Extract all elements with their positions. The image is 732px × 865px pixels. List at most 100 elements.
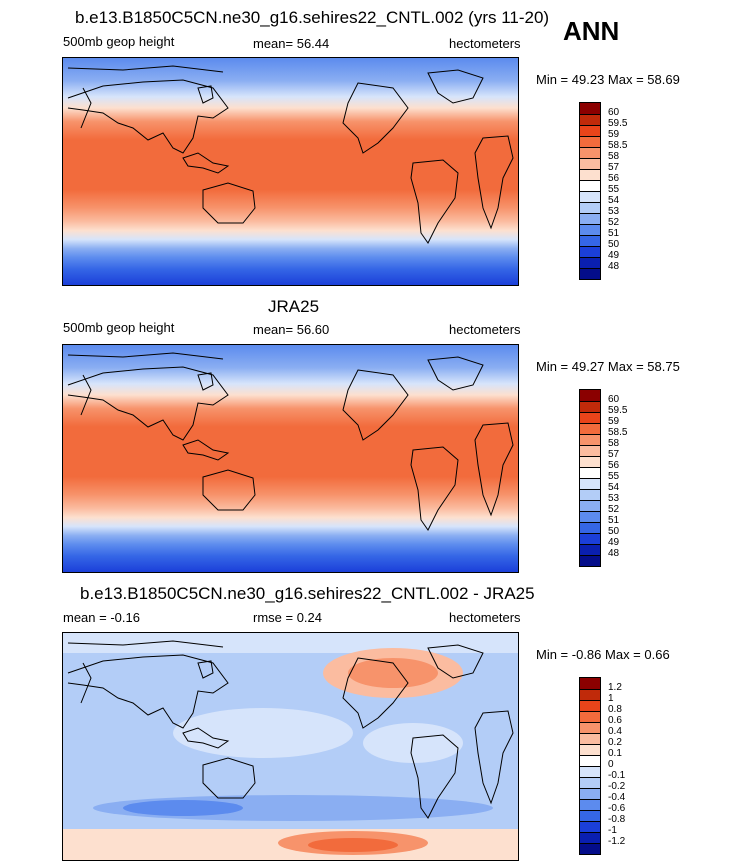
colorbar-tick-label: 51 xyxy=(608,228,620,239)
colorbar-tick-label: 52 xyxy=(608,504,620,515)
colorbar-box xyxy=(580,755,600,766)
panel-3-title: b.e13.B1850C5CN.ne30_g16.sehires22_CNTL.… xyxy=(80,584,535,603)
colorbar-tick-label: 58.5 xyxy=(608,427,628,438)
colorbar-tick-label: 58.5 xyxy=(608,140,628,151)
colorbar-box xyxy=(580,766,600,777)
colorbar-tick-label: 54 xyxy=(608,482,620,493)
colorbar-tick-label: 48 xyxy=(608,261,620,272)
colorbar-tick-label: 53 xyxy=(608,206,620,217)
colorbar-tick-label: -0.4 xyxy=(608,792,626,803)
colorbar-tick-label: 0.6 xyxy=(608,715,622,726)
colorbar-box xyxy=(580,125,600,136)
colorbar-tick-label: 1 xyxy=(608,693,614,704)
colorbar-tick-label: 1.2 xyxy=(608,682,622,693)
colorbar-tick-label: 50 xyxy=(608,239,620,250)
colorbar-tick-label: 59.5 xyxy=(608,405,628,416)
panel-2-units-label: hectometers xyxy=(449,322,521,337)
colorbar-box xyxy=(580,423,600,434)
colorbar-tick-label: 55 xyxy=(608,471,620,482)
colorbar-box xyxy=(580,810,600,821)
panel-3-colorbar xyxy=(579,677,601,855)
colorbar-box xyxy=(580,180,600,191)
colorbar-box xyxy=(580,246,600,257)
colorbar-tick-label: 54 xyxy=(608,195,620,206)
panel-1-map xyxy=(62,57,519,286)
colorbar-box xyxy=(580,689,600,700)
colorbar-tick-label: 49 xyxy=(608,537,620,548)
colorbar-tick-label: 58 xyxy=(608,151,620,162)
colorbar-tick-label: 55 xyxy=(608,184,620,195)
colorbar-tick-label: 59.5 xyxy=(608,118,628,129)
colorbar-box xyxy=(580,700,600,711)
colorbar-box xyxy=(580,114,600,125)
panel-1-units-label: hectometers xyxy=(449,36,521,51)
colorbar-box xyxy=(580,843,600,854)
colorbar-tick-label: -0.6 xyxy=(608,803,626,814)
colorbar-tick-label: 0.8 xyxy=(608,704,622,715)
colorbar-box xyxy=(580,500,600,511)
colorbar-box xyxy=(580,832,600,843)
panel-1-colorbar xyxy=(579,102,601,280)
panel-1-contour-map xyxy=(63,58,518,285)
colorbar-tick-label: -0.2 xyxy=(608,781,626,792)
colorbar-box xyxy=(580,522,600,533)
colorbar-box xyxy=(580,257,600,268)
panel-3-minmax-label: Min = -0.86 Max = 0.66 xyxy=(536,647,670,662)
colorbar-box xyxy=(580,467,600,478)
colorbar-box xyxy=(580,799,600,810)
colorbar-tick-label: 48 xyxy=(608,548,620,559)
colorbar-tick-label: 58 xyxy=(608,438,620,449)
colorbar-tick-label: 51 xyxy=(608,515,620,526)
colorbar-box xyxy=(580,191,600,202)
colorbar-tick-label: 56 xyxy=(608,460,620,471)
colorbar-tick-label: -1 xyxy=(608,825,617,836)
colorbar-box xyxy=(580,224,600,235)
colorbar-box xyxy=(580,103,600,114)
colorbar-box xyxy=(580,202,600,213)
colorbar-tick-label: 59 xyxy=(608,129,620,140)
colorbar-box xyxy=(580,821,600,832)
panel-2-mean-label: mean= 56.60 xyxy=(253,322,330,337)
colorbar-tick-label: -0.8 xyxy=(608,814,626,825)
colorbar-box xyxy=(580,412,600,423)
colorbar-tick-label: 0 xyxy=(608,759,614,770)
colorbar-tick-label: -1.2 xyxy=(608,836,626,847)
colorbar-box xyxy=(580,158,600,169)
colorbar-box xyxy=(580,722,600,733)
panel-1-title: b.e13.B1850C5CN.ne30_g16.sehires22_CNTL.… xyxy=(75,8,550,27)
colorbar-box xyxy=(580,268,600,279)
panel-2-left-label: 500mb geop height xyxy=(63,320,175,335)
season-label: ANN xyxy=(563,16,620,46)
colorbar-box xyxy=(580,733,600,744)
colorbar-box xyxy=(580,788,600,799)
colorbar-box xyxy=(580,744,600,755)
colorbar-box xyxy=(580,533,600,544)
colorbar-box xyxy=(580,390,600,401)
panel-3-rmse-label: rmse = 0.24 xyxy=(253,610,323,625)
panel-1-mean-label: mean= 56.44 xyxy=(253,36,330,51)
colorbar-tick-label: 52 xyxy=(608,217,620,228)
colorbar-box xyxy=(580,777,600,788)
panel-2-colorbar xyxy=(579,389,601,567)
panel-2-title: JRA25 xyxy=(268,297,320,316)
panel-2-map xyxy=(62,344,519,573)
colorbar-tick-label: 49 xyxy=(608,250,620,261)
colorbar-tick-label: 57 xyxy=(608,162,620,173)
colorbar-box xyxy=(580,711,600,722)
panel-1-left-label: 500mb geop height xyxy=(63,34,175,49)
colorbar-box xyxy=(580,401,600,412)
colorbar-box xyxy=(580,434,600,445)
colorbar-box xyxy=(580,169,600,180)
colorbar-box xyxy=(580,489,600,500)
colorbar-tick-label: 0.4 xyxy=(608,726,622,737)
colorbar-box xyxy=(580,555,600,566)
colorbar-tick-label: 0.1 xyxy=(608,748,622,759)
panel-3-mean-label: mean = -0.16 xyxy=(63,610,140,625)
colorbar-tick-label: 50 xyxy=(608,526,620,537)
colorbar-tick-label: 60 xyxy=(608,107,620,118)
colorbar-tick-label: 53 xyxy=(608,493,620,504)
colorbar-tick-label: 59 xyxy=(608,416,620,427)
panel-2-minmax-label: Min = 49.27 Max = 58.75 xyxy=(536,359,680,374)
colorbar-tick-label: -0.1 xyxy=(608,770,626,781)
colorbar-box xyxy=(580,456,600,467)
